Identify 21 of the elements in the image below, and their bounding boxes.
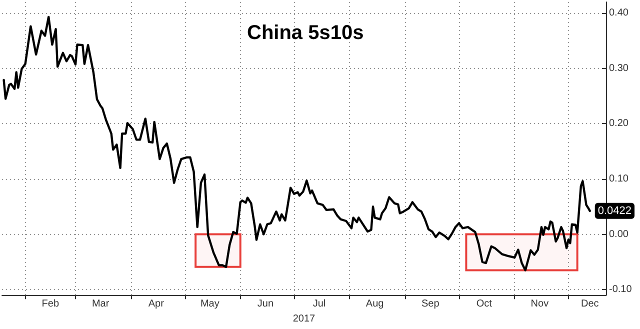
x-tick-label: Dec (580, 298, 599, 310)
x-tick-label: Nov (530, 298, 549, 310)
y-tick-label: -0.10 (609, 284, 632, 296)
x-tick-label: Sep (421, 298, 440, 310)
x-axis-title: 2017 (292, 314, 316, 324)
y-tick-label: 0.10 (609, 173, 629, 184)
x-tick-label: Aug (366, 298, 384, 310)
x-tick-label: May (200, 298, 220, 310)
y-tick-label: 0.40 (609, 8, 629, 19)
line-series (2, 16, 591, 272)
x-tick-label: Feb (42, 298, 60, 310)
text: China 5s10s (247, 22, 364, 44)
y-tick-label: 0.00 (609, 228, 629, 240)
y-tick-label: 0.30 (609, 62, 629, 74)
x-tick-label: Jul (312, 298, 326, 310)
x-tick-label: Mar (92, 298, 110, 310)
x-tick-label: Apr (148, 298, 165, 310)
data-label: 0.0422 (598, 204, 632, 217)
y-tick-label: 0.20 (609, 118, 629, 130)
x-tick-label: Jun (257, 298, 274, 310)
x-tick-label: Oct (476, 298, 492, 310)
